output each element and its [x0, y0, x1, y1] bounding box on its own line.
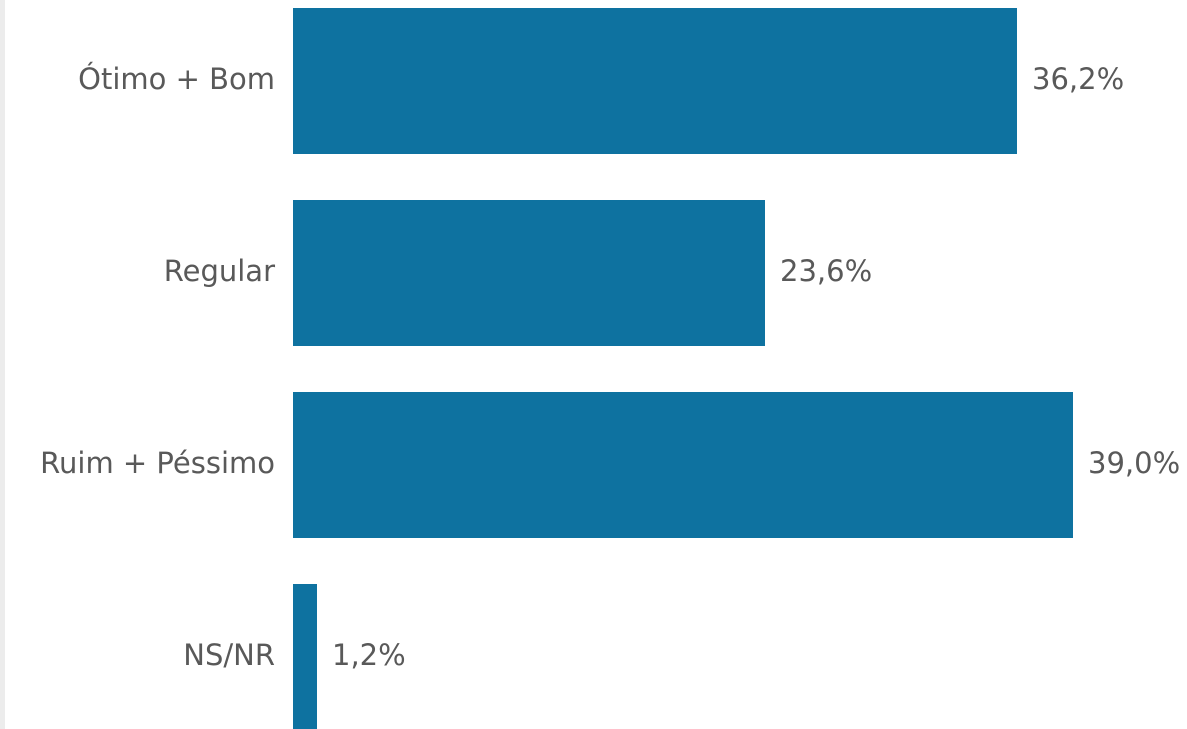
- bar: [293, 584, 317, 729]
- bar: [293, 392, 1073, 538]
- edge-strip: [0, 0, 5, 729]
- category-label: Ótimo + Bom: [78, 62, 275, 96]
- value-label: 23,6%: [780, 254, 872, 288]
- category-label: Ruim + Péssimo: [40, 446, 275, 480]
- category-label: NS/NR: [183, 638, 275, 672]
- value-label: 39,0%: [1088, 446, 1180, 480]
- value-label: 1,2%: [332, 638, 406, 672]
- value-label: 36,2%: [1032, 62, 1124, 96]
- bar: [293, 200, 765, 346]
- bar: [293, 8, 1017, 154]
- category-label: Regular: [164, 254, 275, 288]
